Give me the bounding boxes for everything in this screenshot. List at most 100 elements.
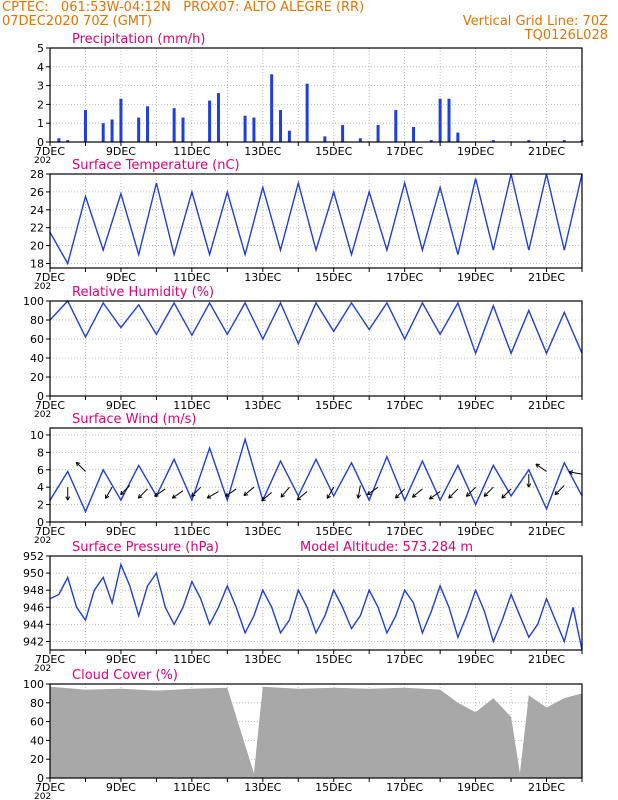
wind-arrow	[120, 485, 131, 495]
header-station: CPTEC: 061:53W-04:12N PROX07: ALTO ALEGR…	[2, 0, 365, 15]
temp-ytick-label: 26	[30, 186, 44, 199]
temp-xtick-label: 13DEC	[244, 271, 281, 284]
precip-bar	[83, 110, 87, 142]
wind-arrowhead	[356, 494, 359, 499]
wind-arrowhead	[448, 494, 451, 499]
precip-ytick-label: 0	[37, 136, 44, 149]
precip-bar	[358, 138, 362, 142]
press-title: Surface Pressure (hPa)	[72, 540, 219, 555]
rh-ytick-label: 20	[30, 371, 44, 384]
wind-arrowhead	[261, 496, 264, 501]
precip-ytick-label: 5	[37, 42, 44, 55]
cloud-ytick-label: 40	[30, 734, 44, 747]
precip-bar	[412, 126, 416, 142]
press-frame	[49, 555, 583, 651]
precip-bar	[394, 110, 398, 142]
wind-arrowhead	[75, 462, 78, 467]
precip-frame	[49, 47, 583, 143]
wind-arrowhead	[326, 495, 331, 499]
wind-xtick-label: 21DEC	[528, 525, 565, 538]
wind-xtick-label: 19DEC	[457, 525, 494, 538]
wind-arrowhead	[138, 496, 143, 499]
press-xtick-label: 19DEC	[457, 653, 494, 666]
precip-bar	[270, 74, 274, 142]
wind-arrowhead	[357, 494, 361, 499]
wind-arrow	[569, 471, 583, 475]
temp-ytick-label: 18	[30, 258, 44, 271]
rh-year-cut: 202	[34, 410, 51, 420]
rh-xtick-label: 11DEC	[173, 399, 210, 412]
wind-arrowhead	[535, 463, 539, 468]
wind-frame	[49, 427, 583, 523]
wind-arrow	[225, 488, 237, 497]
wind-arrowhead	[76, 461, 81, 464]
precip-bar	[172, 108, 176, 142]
press-ytick-label: 944	[23, 618, 44, 631]
rh-ytick-label: 100	[23, 295, 44, 308]
temp-year-cut: 202	[34, 282, 51, 292]
cloud-title: Cloud Cover (%)	[72, 668, 178, 683]
precip-bar	[252, 117, 256, 142]
wind-arrowhead	[395, 496, 400, 499]
wind-arrow	[554, 485, 565, 495]
rh-ytick-label: 80	[30, 314, 44, 327]
press-xtick-label: 11DEC	[173, 653, 210, 666]
temp-ytick-label: 28	[30, 168, 44, 181]
cloud-xtick-label: 19DEC	[457, 781, 494, 794]
temp-xtick-label: 11DEC	[173, 271, 210, 284]
cloud-ytick-label: 80	[30, 697, 44, 710]
rh-xtick-label: 21DEC	[528, 399, 565, 412]
wind-arrow	[357, 485, 361, 499]
wind-arrowhead	[225, 492, 228, 497]
wind-arrow	[448, 488, 459, 499]
wind-arrowhead	[191, 492, 194, 497]
temp-title: Surface Temperature (nC)	[72, 158, 240, 173]
wind-arrowhead	[120, 493, 125, 496]
cloud-ytick-label: 20	[30, 753, 44, 766]
wind-arrowhead	[568, 471, 573, 475]
precip-xtick-label: 11DEC	[173, 145, 210, 158]
temp-ytick-label: 20	[30, 240, 44, 253]
cloud-xtick-label: 7DEC	[35, 781, 65, 794]
cloud-area	[50, 686, 582, 778]
wind-arrowhead	[261, 499, 266, 502]
rh-xtick-label: 9DEC	[106, 399, 136, 412]
precip-bar	[447, 98, 451, 142]
wind-ytick-label: 0	[37, 516, 44, 529]
press-xtick-label: 17DEC	[386, 653, 423, 666]
temp-xtick-label: 21DEC	[528, 271, 565, 284]
cloud-ytick-label: 60	[30, 716, 44, 729]
rh-xtick-label: 13DEC	[244, 399, 281, 412]
wind-xtick-label: 11DEC	[173, 525, 210, 538]
wind-xtick-label: 9DEC	[106, 525, 136, 538]
precip-bar	[110, 119, 114, 142]
wind-arrowhead	[243, 494, 248, 497]
wind-ytick-label: 2	[37, 499, 44, 512]
wind-arrow	[501, 488, 512, 499]
press-ytick-label: 942	[23, 635, 44, 648]
wind-ytick-label: 8	[37, 446, 44, 459]
temp-xtick-label: 19DEC	[457, 271, 494, 284]
rh-xtick-label: 15DEC	[315, 399, 352, 412]
temp-xtick-label: 15DEC	[315, 271, 352, 284]
cloud-ytick-label: 0	[37, 772, 44, 785]
wind-line	[49, 436, 583, 514]
wind-arrowhead	[120, 490, 123, 495]
wind-arrowhead	[280, 495, 285, 498]
wind-arrowhead	[429, 495, 432, 500]
cloud-xtick-label: 21DEC	[528, 781, 565, 794]
wind-arrowhead	[466, 494, 471, 497]
wind-arrow	[206, 491, 219, 499]
precip-ytick-label: 3	[37, 80, 44, 93]
precip-bar	[101, 123, 105, 142]
wind-ytick-label: 10	[30, 429, 44, 442]
wind-year-cut: 202	[34, 536, 51, 546]
wind-ytick-label: 6	[37, 464, 44, 477]
wind-arrow	[483, 486, 494, 497]
precip-bar	[438, 98, 442, 142]
wind-arrowhead	[554, 493, 560, 496]
wind-arrowhead	[528, 483, 532, 488]
precip-bar	[66, 140, 70, 142]
precip-bar	[181, 117, 185, 142]
wind-arrowhead	[171, 494, 175, 499]
